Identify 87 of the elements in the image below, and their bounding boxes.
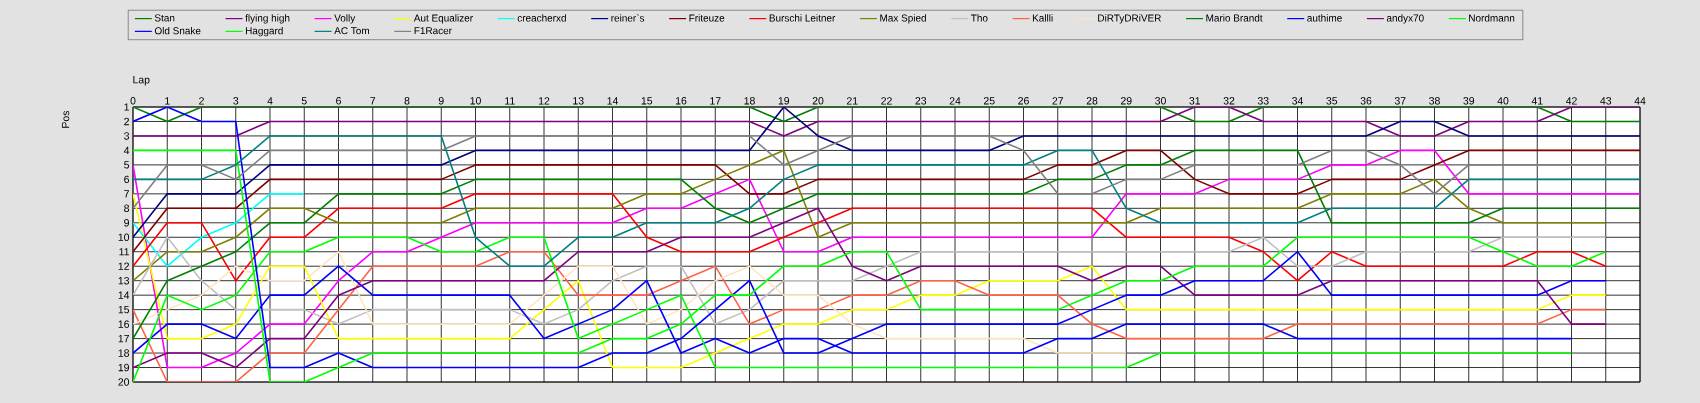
x-tick-label: 19: [778, 97, 790, 105]
x-tick-label: 36: [1360, 97, 1372, 105]
x-tick-label: 13: [573, 97, 584, 105]
y-tick-label: 17: [118, 334, 129, 343]
x-tick-label: 7: [370, 97, 376, 105]
y-tick-label: 1: [124, 103, 129, 111]
x-tick-label: 25: [983, 97, 995, 105]
y-tick-label: 12: [118, 262, 129, 270]
y-tick-label: 9: [124, 219, 129, 227]
legend-label: Stan: [154, 14, 175, 22]
x-tick-label: 37: [1394, 97, 1406, 105]
x-tick-label: 11: [505, 97, 515, 105]
x-tick-label: 14: [607, 97, 619, 105]
x-tick-label: 27: [1052, 97, 1064, 105]
x-tick-label: 9: [438, 97, 444, 105]
legend-label: andyx70: [1386, 14, 1424, 24]
x-tick-label: 12: [538, 97, 550, 105]
y-tick-label: 6: [124, 175, 130, 184]
y-tick-label: 13: [118, 276, 130, 285]
x-tick-label: 20: [812, 97, 824, 105]
x-tick-label: 38: [1429, 97, 1440, 105]
x-tick-label: 33: [1257, 97, 1269, 105]
y-tick-label: 5: [124, 161, 130, 169]
y-tick-label: 16: [118, 320, 130, 328]
legend-label: Mario Brandt: [1206, 14, 1263, 22]
legend-label: Tho: [971, 14, 988, 22]
x-tick-label: 41: [1531, 97, 1543, 105]
y-tick-label: 19: [118, 363, 129, 372]
x-tick-label: 10: [470, 97, 481, 105]
y-tick-label: 18: [118, 349, 130, 357]
y-tick-label: 10: [118, 233, 130, 241]
x-tick-label: 44: [1634, 97, 1646, 105]
y-tick-label: 7: [124, 190, 129, 198]
x-tick-label: 2: [199, 97, 204, 105]
x-tick-label: 35: [1326, 97, 1338, 105]
legend-label: reiner`s: [611, 14, 645, 22]
legend-label: F1Racer: [414, 27, 452, 35]
legend-label: Aut Equalizer: [413, 14, 473, 24]
x-tick-label: 34: [1292, 97, 1304, 105]
x-tick-label: 30: [1155, 97, 1166, 105]
x-tick-label: 43: [1600, 97, 1612, 105]
legend-label: Haggard: [245, 27, 283, 37]
x-tick-label: 23: [915, 97, 927, 105]
legend-label: Nordmann: [1469, 14, 1515, 22]
y-axis-title: Pos: [61, 110, 70, 128]
x-tick-label: 22: [881, 97, 892, 105]
x-tick-label: 42: [1565, 97, 1577, 105]
x-tick-label: 39: [1463, 97, 1475, 105]
x-tick-label: 16: [675, 97, 687, 105]
x-tick-label: 31: [1189, 97, 1201, 105]
x-tick-label: 17: [710, 97, 721, 105]
x-tick-label: 28: [1086, 97, 1098, 105]
legend-label: Old Snake: [154, 27, 201, 35]
x-tick-label: 5: [301, 97, 307, 105]
x-tick-label: 6: [336, 97, 341, 105]
legend-label: Max Spied: [880, 14, 926, 24]
x-tick-label: 3: [233, 97, 239, 105]
x-tick-label: 1: [165, 97, 170, 105]
x-tick-label: 21: [846, 97, 858, 105]
x-tick-label: 29: [1120, 97, 1132, 105]
legend-label: Kallli: [1032, 14, 1053, 22]
legend-label: flying high: [245, 14, 290, 24]
x-tick-label: 32: [1223, 97, 1235, 105]
y-tick-label: 15: [118, 306, 130, 314]
x-tick-label: 0: [130, 97, 136, 105]
y-tick-label: 8: [124, 204, 130, 213]
legend-label: Volly: [334, 14, 356, 24]
legend-label: DiRTyDRiVER: [1098, 14, 1161, 24]
legend-label: Burschi Leitner: [769, 14, 836, 22]
x-tick-label: 4: [267, 97, 273, 105]
y-tick-label: 4: [123, 146, 130, 155]
x-tick-label: 8: [404, 97, 410, 105]
legend-label: creacherxd: [517, 14, 566, 22]
x-tick-label: 18: [744, 97, 755, 105]
x-axis-title: Lap: [133, 76, 150, 86]
x-tick-label: 24: [949, 97, 961, 105]
legend-label: authime: [1307, 14, 1342, 22]
legend-label: AC Tom: [334, 27, 369, 35]
y-tick-label: 11: [119, 248, 129, 256]
y-tick-label: 2: [124, 117, 129, 126]
x-tick-label: 15: [641, 97, 653, 105]
y-tick-label: 14: [118, 291, 130, 299]
y-tick-label: 20: [118, 378, 130, 386]
legend-label: Friteuze: [689, 14, 725, 22]
y-tick-label: 3: [124, 132, 130, 140]
x-tick-label: 26: [1018, 97, 1029, 105]
x-tick-label: 40: [1497, 97, 1509, 105]
